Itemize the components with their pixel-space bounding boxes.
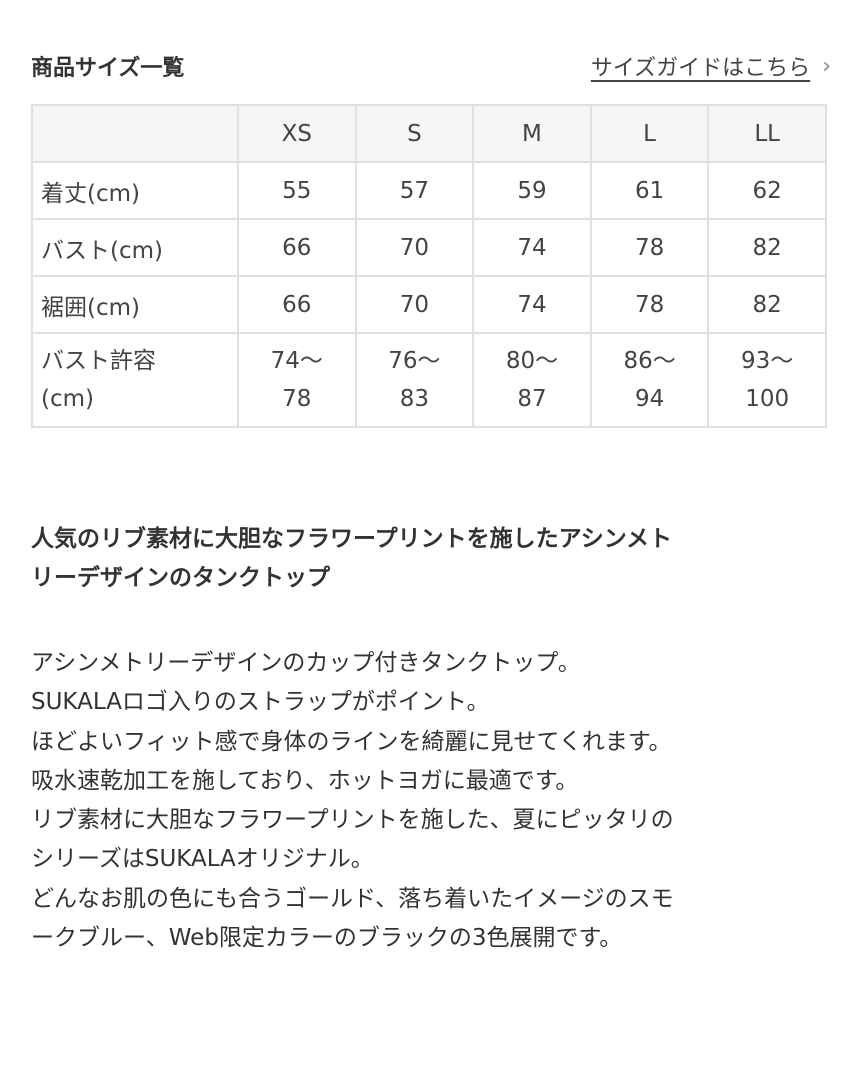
table-row: 着丈(cm) 55 57 59 61 62 [31,161,827,220]
row-label-line: バスト許容 [41,348,156,374]
table-cell: 66 [237,218,357,277]
table-cell: 55 [237,161,357,220]
table-cell: 66 [237,275,357,334]
row-label-line: (cm) [41,386,94,412]
table-cell: 82 [707,275,827,334]
table-cell: 59 [472,161,592,220]
cell-line: 100 [745,386,790,412]
row-label: 裾囲(cm) [31,275,239,334]
header-cell-xs: XS [237,104,357,163]
lead-line: 人気のリブ素材に大胆なフラワープリントを施したアシンメト [31,526,673,552]
table-row: 裾囲(cm) 66 70 74 78 82 [31,275,827,334]
table-row: バスト許容 (cm) 74〜 78 76〜 83 80〜 87 86〜 94 93〜 100 [31,332,827,428]
row-label: 着丈(cm) [31,161,239,220]
header-cell-ll: LL [707,104,827,163]
body-line: ほどよいフィット感で身体のラインを綺麗に見せてくれます。 [31,728,672,755]
body-line: どんなお肌の色にも合うゴールド、落ち着いたイメージのスモ [31,885,674,912]
cell-line: 83 [399,386,430,412]
page-title: 商品サイズ一覧 [31,56,185,81]
table-cell: 61 [589,161,710,220]
row-label: バスト(cm) [31,218,239,277]
table-cell: 70 [354,275,475,334]
body-line: 吸水速乾加工を施しており、ホットヨガに最適です。 [31,767,579,794]
size-guide-link-text[interactable]: サイズガイドはこちら [590,56,811,81]
description-lead: 人気のリブ素材に大胆なフラワープリントを施したアシンメト リーデザインのタンクト… [31,520,821,598]
table-cell: 74 [472,218,592,277]
cell-line: 86〜 [623,348,676,374]
cell-line: 76〜 [388,348,441,374]
cell-line: 74〜 [270,348,323,374]
cell-line: 94 [634,386,665,412]
row-label: バスト許容 (cm) [31,332,239,428]
size-guide-link[interactable]: サイズガイドはこちら › [591,50,831,82]
body-line: シリーズはSUKALAオリジナル。 [31,846,374,873]
header-cell-m: M [472,104,592,163]
header-cell-s: S [354,104,475,163]
body-line: ークブルー、Web限定カラーのブラックの3色展開です。 [31,925,623,952]
cell-line: 93〜 [741,348,794,374]
table-cell: 78 [589,275,710,334]
table-cell: 74 [472,275,592,334]
body-line: リブ素材に大胆なフラワープリントを施した、夏にピッタリの [31,807,674,834]
cell-line: 80〜 [505,348,559,374]
header-cell-empty [31,104,239,163]
table-header-row: XS S M L LL [31,104,827,163]
table-cell: 62 [707,161,827,220]
lead-line: リーデザインのタンクトップ [31,565,330,591]
table-cell: 82 [707,218,827,277]
table-cell: 76〜 83 [354,332,475,428]
size-table: XS S M L LL 着丈(cm) 55 57 59 61 62 バスト(cm… [31,104,827,428]
table-cell: 74〜 78 [237,332,357,428]
table-row: バスト(cm) 66 70 74 78 82 [31,218,827,277]
body-line: SUKALAロゴ入りのストラップがポイント。 [31,689,490,716]
description-body: アシンメトリーデザインのカップ付きタンクトップ。 SUKALAロゴ入りのストラッ… [31,644,831,958]
header-cell-l: L [589,104,710,163]
table-cell: 57 [354,161,475,220]
table-cell: 78 [589,218,710,277]
chevron-right-icon: › [822,53,831,79]
body-line: アシンメトリーデザインのカップ付きタンクトップ。 [31,650,581,676]
table-cell: 80〜 87 [472,332,592,428]
table-cell: 70 [354,218,475,277]
table-cell: 93〜 100 [707,332,827,428]
cell-line: 78 [282,386,312,412]
table-cell: 86〜 94 [589,332,710,428]
cell-line: 87 [517,386,547,412]
